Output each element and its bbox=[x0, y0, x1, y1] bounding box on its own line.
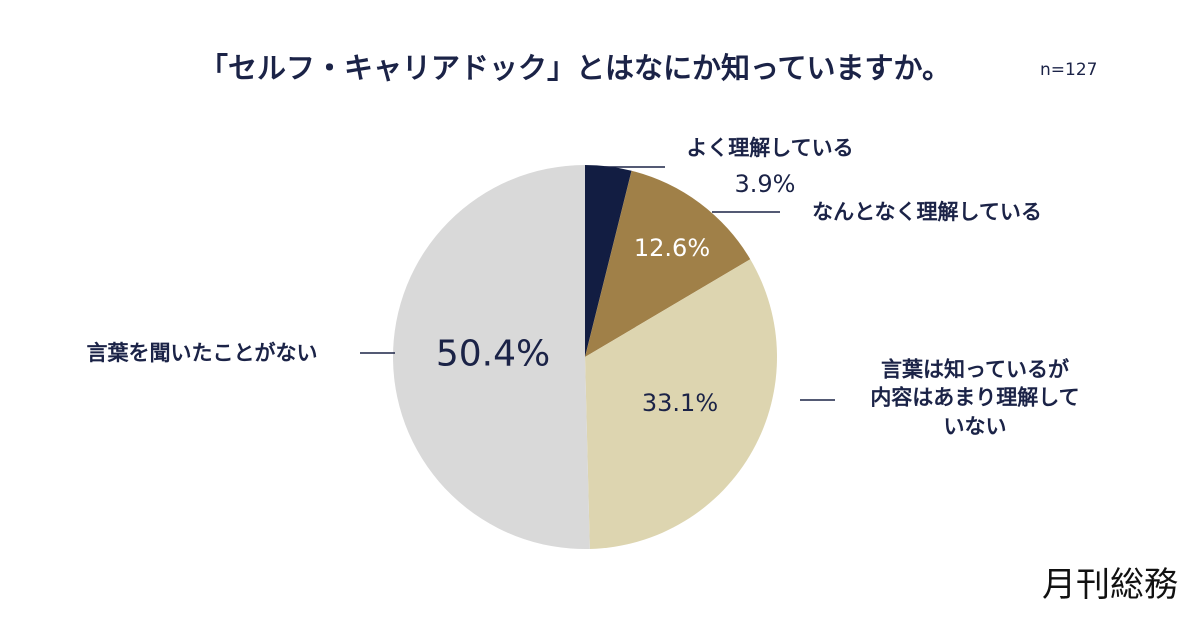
pie-slice bbox=[585, 259, 777, 549]
pie-slice bbox=[393, 165, 590, 549]
category-label: 言葉を聞いたことがない bbox=[86, 340, 318, 365]
category-label: なんとなく理解している bbox=[812, 199, 1042, 224]
value-label: 33.1% bbox=[641, 388, 719, 417]
value-label: 3.9% bbox=[734, 169, 796, 198]
pie-slice bbox=[585, 165, 632, 357]
sample-size: n=127 bbox=[1040, 60, 1098, 80]
value-label: 12.6% bbox=[633, 233, 711, 262]
category-label: よく理解している bbox=[686, 135, 854, 160]
chart-title: 「セルフ・キャリアドック」とはなにか知っていますか。 bbox=[199, 51, 951, 85]
source: 月刊総務 bbox=[1042, 565, 1178, 605]
pie-slice bbox=[585, 170, 751, 357]
category-label: 言葉は知っているが 内容はあまり理解していない bbox=[870, 357, 1080, 439]
value-label: 50.4% bbox=[435, 333, 551, 375]
